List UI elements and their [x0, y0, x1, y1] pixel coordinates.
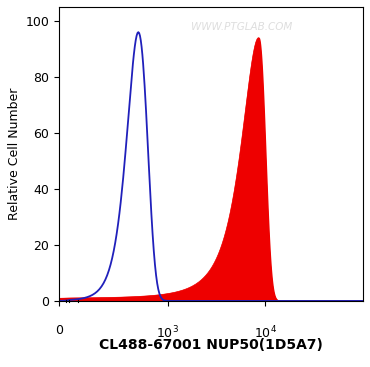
- Y-axis label: Relative Cell Number: Relative Cell Number: [9, 88, 21, 220]
- Text: 0: 0: [55, 324, 63, 338]
- X-axis label: CL488-67001 NUP50(1D5A7): CL488-67001 NUP50(1D5A7): [99, 338, 323, 352]
- Text: $10^3$: $10^3$: [156, 324, 179, 341]
- Text: WWW.PTGLAB.COM: WWW.PTGLAB.COM: [191, 22, 292, 32]
- Text: $10^4$: $10^4$: [254, 324, 277, 341]
